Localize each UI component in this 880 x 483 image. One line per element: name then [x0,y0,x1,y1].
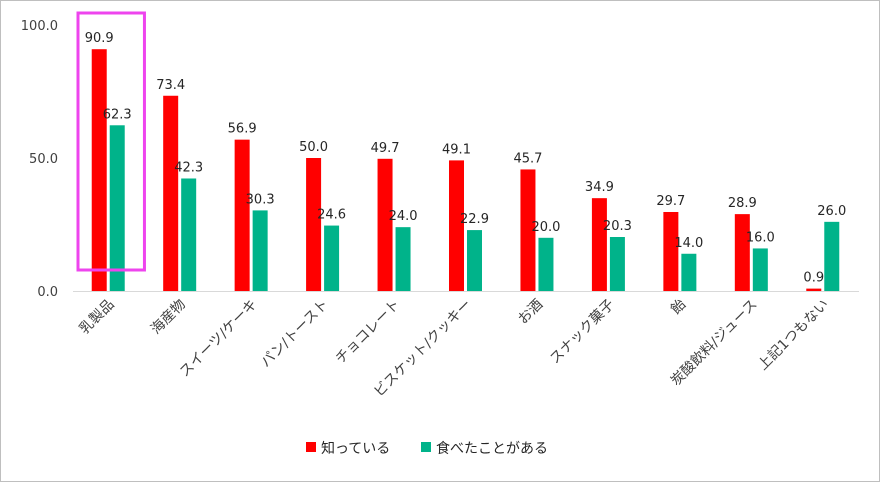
highlight-box [76,11,146,272]
x-category-label: チョコレート [333,297,404,368]
data-label: 20.3 [603,219,632,234]
data-label: 24.6 [317,208,346,223]
data-label: 42.3 [174,160,203,175]
bar-eaten [824,221,840,291]
data-label: 49.7 [371,141,400,156]
bar-eaten [681,253,697,291]
bar-eaten [538,237,554,291]
data-label: 73.4 [156,78,185,93]
data-label: 34.9 [585,180,614,195]
data-label: 30.3 [246,192,275,207]
y-tick-label: 100.0 [21,19,58,34]
data-label: 29.7 [656,194,685,209]
bar-known [806,288,822,291]
bar-eaten [181,178,197,291]
bar-known [449,160,464,291]
x-category-label: 乳製品 [77,297,118,338]
bar-eaten [395,227,411,291]
bar-eaten [467,230,482,291]
bar-known [91,49,107,292]
x-category-label: 上記1つもない [754,296,832,374]
data-label: 0.9 [803,271,824,286]
bar-known [663,211,679,291]
legend-swatch [421,442,431,452]
bar-known [377,158,393,291]
data-label: 28.9 [728,196,757,211]
bar-known [591,198,607,291]
bar-eaten [324,225,340,291]
data-label: 45.7 [513,151,542,166]
data-label: 49.1 [442,142,471,157]
data-label: 22.9 [460,212,489,227]
data-label: 24.0 [389,209,418,224]
bar-known [234,139,250,291]
y-tick-label: 0.0 [37,285,58,300]
legend-label: 食べたことがある [436,440,548,457]
y-tick-label: 50.0 [29,152,58,167]
data-label: 90.9 [85,31,114,46]
bar-eaten [609,237,625,291]
bar-known [306,158,322,291]
x-category-label: 飴 [667,296,689,318]
data-label: 62.3 [103,107,132,122]
x-category-label: スナック菓子 [547,297,618,368]
x-category-label: パン/トースト [258,297,332,371]
data-label: 20.0 [531,220,560,235]
data-label: 16.0 [746,230,775,245]
x-category-label: お酒 [515,297,546,328]
bar-eaten [109,125,125,291]
x-category-label: スイーツ/ケーキ [177,297,261,381]
bar-known [734,214,750,291]
data-label: 14.0 [674,236,703,251]
data-label: 26.0 [817,204,846,219]
bar-known [520,169,536,291]
legend-swatch [306,442,316,452]
x-category-label: 海産物 [148,297,189,338]
bar-eaten [252,210,268,291]
data-label: 56.9 [228,122,257,137]
bar-known [163,95,179,291]
legend-label: 知っている [321,440,390,457]
bar-eaten [752,248,768,291]
data-label: 50.0 [299,140,328,155]
